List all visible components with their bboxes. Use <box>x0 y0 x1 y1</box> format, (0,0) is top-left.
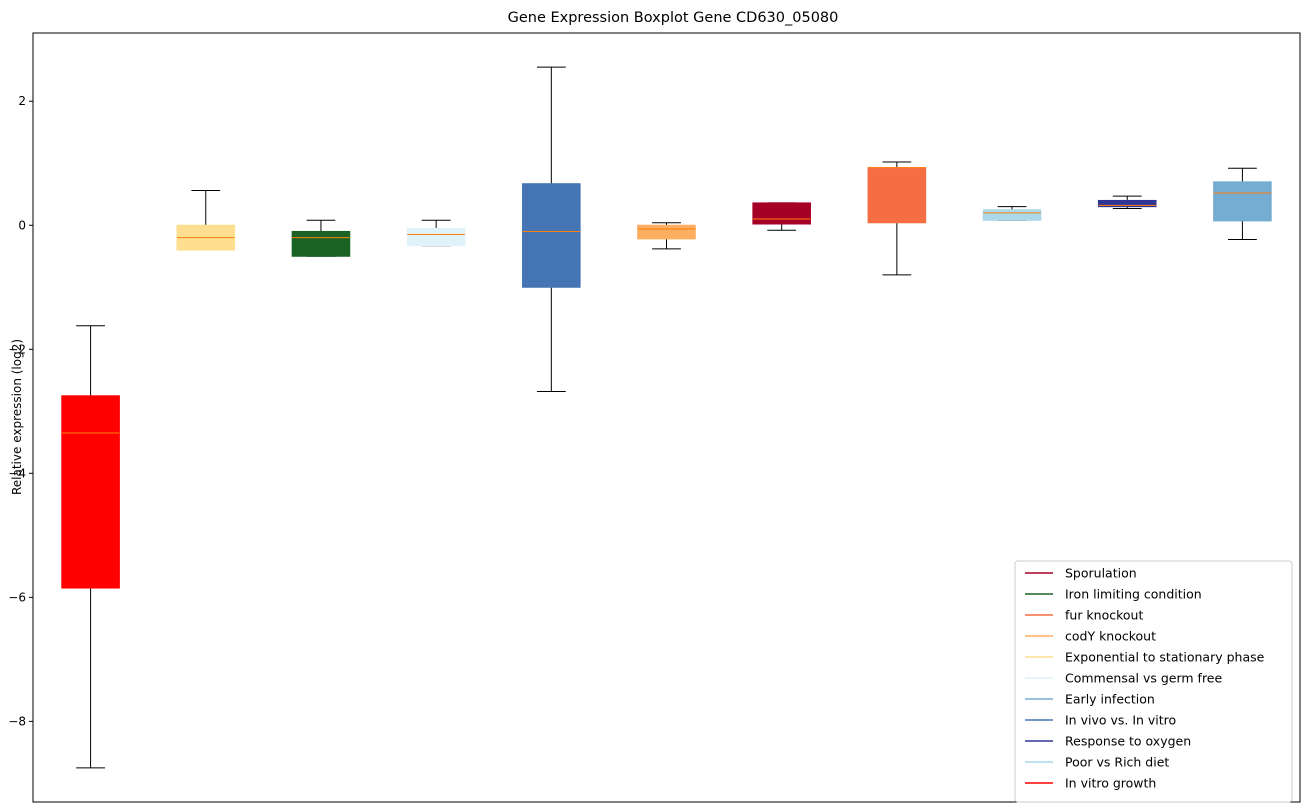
box-body <box>637 224 696 240</box>
box-body <box>406 227 466 247</box>
legend-item: Exponential to stationary phase <box>1025 650 1265 665</box>
box-group <box>406 219 466 247</box>
legend-label: codY knockout <box>1065 629 1156 644</box>
box-group <box>752 202 811 231</box>
box-body <box>752 202 811 225</box>
box-body <box>291 230 351 257</box>
legend-label: Sporulation <box>1065 566 1137 581</box>
legend-label: Response to oxygen <box>1065 734 1191 749</box>
plot-area: 2 0 −2 −4 −6 −8 <box>8 32 1301 803</box>
box-group <box>867 161 927 276</box>
y-tick-label: −6 <box>8 590 26 604</box>
box-group <box>637 222 696 250</box>
legend-item: fur knockout <box>1025 608 1143 623</box>
legend-label: Poor vs Rich diet <box>1065 755 1169 770</box>
legend-item: codY knockout <box>1025 629 1156 644</box>
box-group <box>61 325 120 769</box>
legend: Sporulation Iron limiting condition fur kn… <box>1014 560 1293 803</box>
box-body <box>1213 181 1272 222</box>
box-body <box>61 395 120 589</box>
legend-label: fur knockout <box>1065 608 1143 623</box>
chart-title: Gene Expression Boxplot Gene CD630_05080 <box>508 10 839 26</box>
y-tick-label: 0 <box>18 218 26 232</box>
legend-label: Iron limiting condition <box>1065 587 1202 602</box>
box-group <box>522 66 581 392</box>
legend-item: Iron limiting condition <box>1025 587 1202 602</box>
legend-label: Commensal vs germ free <box>1065 671 1222 686</box>
y-axis-label: Relative expression (log2) <box>10 339 24 495</box>
legend-label: In vivo vs. In vitro <box>1065 713 1176 728</box>
box-group <box>176 190 236 251</box>
box-group <box>1213 167 1272 241</box>
y-tick-label: 2 <box>18 94 26 108</box>
box-group <box>1097 195 1157 210</box>
box-body <box>522 183 581 288</box>
plot-frame <box>32 32 1301 803</box>
legend-item: Poor vs Rich diet <box>1025 755 1169 770</box>
legend-item: Sporulation <box>1025 566 1137 581</box>
legend-frame <box>1014 560 1293 803</box>
box-body <box>982 209 1042 221</box>
y-tick-label: −2 <box>8 342 26 356</box>
box-body <box>867 167 927 224</box>
legend-item: Commensal vs germ free <box>1025 671 1222 686</box>
legend-item: In vivo vs. In vitro <box>1025 713 1176 728</box>
y-tick-label: −4 <box>8 466 26 480</box>
box-body <box>1097 199 1157 208</box>
legend-item: Early infection <box>1025 692 1155 707</box>
legend-item: Response to oxygen <box>1025 734 1191 749</box>
box-group <box>291 219 351 257</box>
legend-label: In vitro growth <box>1065 776 1156 791</box>
box-group <box>982 206 1042 221</box>
legend-label: Early infection <box>1065 692 1155 707</box>
legend-item: In vitro growth <box>1025 776 1156 791</box>
y-tick-label: −8 <box>8 714 26 728</box>
legend-label: Exponential to stationary phase <box>1065 650 1265 665</box>
